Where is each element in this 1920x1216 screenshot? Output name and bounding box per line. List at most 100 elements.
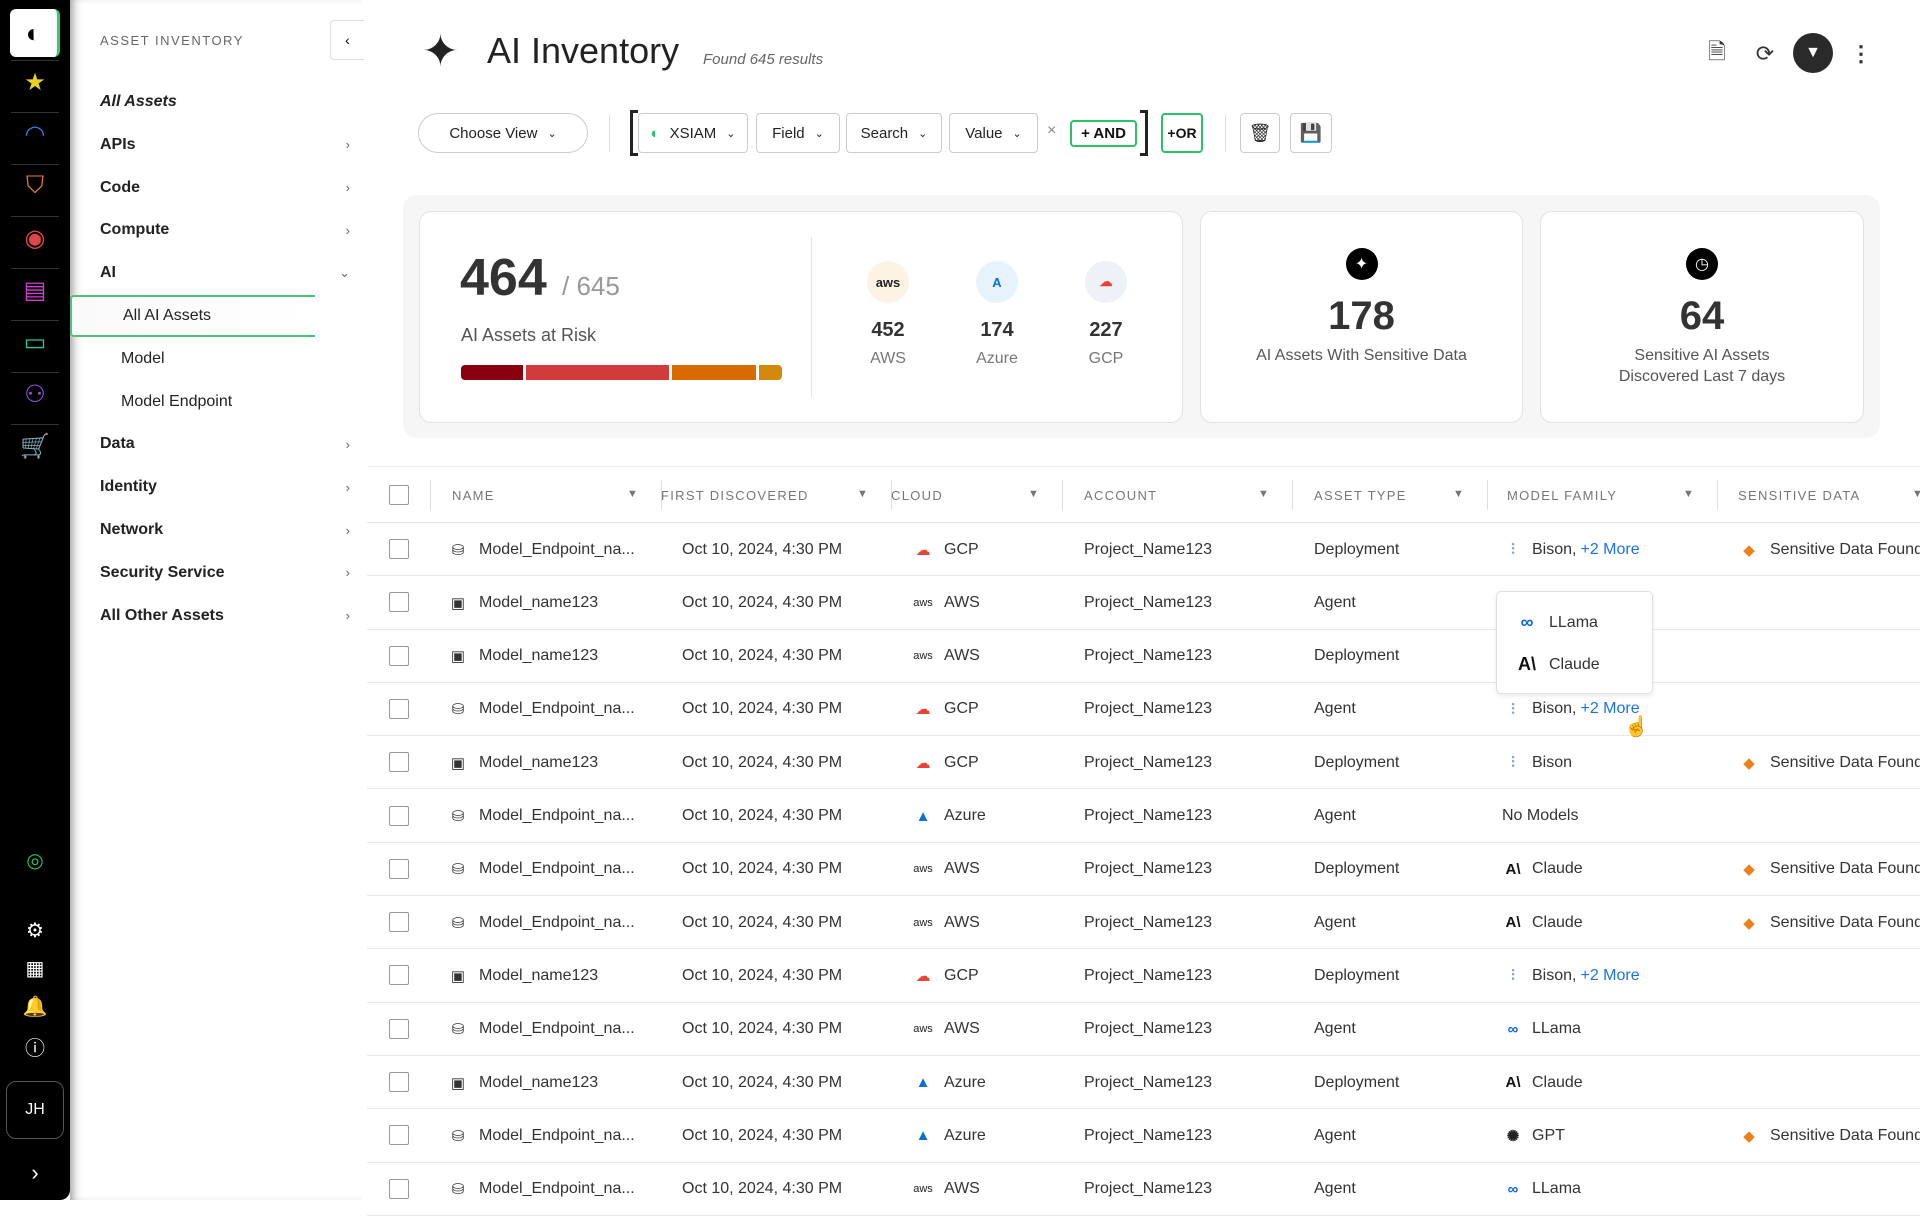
sidebar-item-compute[interactable]: Compute › xyxy=(70,209,362,251)
name-cell[interactable]: ⛁ Model_Endpoint_na... xyxy=(447,523,635,576)
column-filter-icon[interactable]: ▼ xyxy=(1912,488,1920,500)
name-cell[interactable]: ⛁ Model_Endpoint_na... xyxy=(447,896,635,949)
row-checkbox[interactable] xyxy=(389,539,409,559)
more-models-link[interactable]: +2 More xyxy=(1580,700,1640,718)
table-row[interactable]: ▣ Model_name123 Oct 10, 2024, 4:30 PM ☁ GCP P… xyxy=(367,736,1920,790)
column-header-model-family[interactable]: MODEL FAMILY xyxy=(1507,488,1618,503)
row-checkbox[interactable] xyxy=(389,965,409,986)
cart-icon[interactable]: 🛒 xyxy=(20,433,50,460)
choose-view-dropdown[interactable]: Choose View ⌄ xyxy=(418,113,588,153)
row-checkbox[interactable] xyxy=(389,698,409,719)
dashboard-gauge-icon[interactable]: ◠ xyxy=(24,121,46,148)
column-filter-icon[interactable]: ▼ xyxy=(1028,488,1039,500)
row-checkbox[interactable] xyxy=(389,1125,409,1146)
export-report-icon[interactable]: 🗎 xyxy=(1708,39,1726,64)
name-cell[interactable]: ▣ Model_name123 xyxy=(447,736,598,789)
table-row[interactable]: ▣ Model_name123 Oct 10, 2024, 4:30 PM aws AW… xyxy=(367,576,1920,630)
column-filter-icon[interactable]: ▼ xyxy=(1453,488,1464,500)
table-row[interactable]: ⛁ Model_Endpoint_na... Oct 10, 2024, 4:30 … xyxy=(367,1003,1920,1056)
app-logo[interactable]: ◐ xyxy=(10,9,60,57)
recent-card[interactable] xyxy=(1540,211,1864,423)
add-or-button[interactable]: +OR xyxy=(1161,113,1203,153)
sidebar-item-ai[interactable]: AI ⌄ xyxy=(70,252,362,294)
table-row[interactable]: ⛁ Model_Endpoint_na... Oct 10, 2024, 4:30 … xyxy=(367,1109,1920,1163)
user-avatar[interactable]: JH xyxy=(6,1081,64,1139)
table-row[interactable]: ⛁ Model_Endpoint_na... Oct 10, 2024, 4:30 … xyxy=(367,1163,1920,1216)
table-row[interactable]: ⛁ Model_Endpoint_na... Oct 10, 2024, 4:30 … xyxy=(367,683,1920,737)
network-icon[interactable]: ⚇ xyxy=(24,381,46,408)
sidebar-item-model-endpoint[interactable]: Model Endpoint xyxy=(70,381,362,423)
add-and-button[interactable]: + AND xyxy=(1070,120,1137,147)
eye-icon[interactable]: ◉ xyxy=(24,225,46,252)
search-operator-dropdown[interactable]: Search ⌄ xyxy=(846,113,942,153)
cloud-stat-aws[interactable]: aws 452 AWS xyxy=(848,261,928,368)
delete-filter-button[interactable]: 🗑 xyxy=(1240,113,1280,153)
table-row[interactable]: ⛁ Model_Endpoint_na... Oct 10, 2024, 4:30 … xyxy=(367,790,1920,843)
row-checkbox[interactable] xyxy=(389,645,409,666)
sidebar-item-network[interactable]: Network › xyxy=(70,509,362,551)
name-cell[interactable]: ⛁ Model_Endpoint_na... xyxy=(447,843,635,896)
column-filter-icon[interactable]: ▼ xyxy=(627,488,638,500)
row-checkbox[interactable] xyxy=(389,858,409,879)
name-cell[interactable]: ⛁ Model_Endpoint_na... xyxy=(447,1003,635,1056)
name-cell[interactable]: ⛁ Model_Endpoint_na... xyxy=(447,790,635,843)
row-checkbox[interactable] xyxy=(389,912,409,933)
name-cell[interactable]: ⛁ Model_Endpoint_na... xyxy=(447,683,635,736)
table-row[interactable]: ⛁ Model_Endpoint_na... Oct 10, 2024, 4:30 … xyxy=(367,523,1920,577)
row-checkbox[interactable] xyxy=(389,1018,409,1039)
column-filter-icon[interactable]: ▼ xyxy=(1683,488,1694,500)
table-row[interactable]: ▣ Model_name123 Oct 10, 2024, 4:30 PM aws AW… xyxy=(367,630,1920,683)
sidebar-item-model[interactable]: Model xyxy=(70,338,362,380)
select-all-checkbox[interactable] xyxy=(389,485,409,505)
name-cell[interactable]: ▣ Model_name123 xyxy=(447,576,598,629)
sidebar-item-all-other-assets[interactable]: All Other Assets › xyxy=(70,595,362,637)
monitor-icon[interactable]: ▭ xyxy=(23,329,47,356)
row-checkbox[interactable] xyxy=(389,1178,409,1199)
table-row[interactable]: ⛁ Model_Endpoint_na... Oct 10, 2024, 4:30 … xyxy=(367,843,1920,897)
column-filter-icon[interactable]: ▼ xyxy=(857,488,868,500)
sidebar-item-security-service[interactable]: Security Service › xyxy=(70,552,362,594)
clear-filter-button[interactable]: × xyxy=(1047,122,1057,139)
field-dropdown[interactable]: Field ⌄ xyxy=(756,113,840,153)
column-header-asset-type[interactable]: ASSET TYPE xyxy=(1314,488,1407,503)
table-row[interactable]: ▣ Model_name123 Oct 10, 2024, 4:30 PM ▲ Azur… xyxy=(367,1056,1920,1110)
name-cell[interactable]: ⛁ Model_Endpoint_na... xyxy=(447,1163,635,1216)
filter-icon[interactable]: ▼ xyxy=(1793,33,1833,73)
row-checkbox[interactable] xyxy=(389,752,409,773)
row-checkbox[interactable] xyxy=(389,805,409,826)
column-header-cloud[interactable]: CLOUD xyxy=(891,488,944,503)
table-row[interactable]: ⛁ Model_Endpoint_na... Oct 10, 2024, 4:30 … xyxy=(367,896,1920,950)
row-checkbox[interactable] xyxy=(389,592,409,613)
favorites-star-icon[interactable]: ★ xyxy=(24,69,46,96)
collapse-sidebar-button[interactable]: ‹ xyxy=(330,20,364,60)
more-models-link[interactable]: +2 More xyxy=(1580,966,1640,984)
more-options-icon[interactable]: ⋮ xyxy=(1850,41,1872,66)
sidebar-item-all-assets[interactable]: All Assets xyxy=(70,81,362,123)
document-icon[interactable]: ▤ xyxy=(23,277,47,304)
sensitive-card[interactable] xyxy=(1200,211,1523,423)
sidebar-item-all-ai-assets[interactable]: All AI Assets xyxy=(70,295,315,337)
gear-icon[interactable]: ⚙ xyxy=(26,920,44,942)
column-header-first-discovered[interactable]: FIRST DISCOVERED xyxy=(661,488,809,503)
sidebar-item-data[interactable]: Data › xyxy=(70,423,362,465)
name-cell[interactable]: ▣ Model_name123 xyxy=(447,1056,598,1109)
column-header-account[interactable]: ACCOUNT xyxy=(1084,488,1158,503)
sidebar-item-identity[interactable]: Identity › xyxy=(70,466,362,508)
sidebar-item-apis[interactable]: APIs › xyxy=(70,124,362,166)
sidebar-item-code[interactable]: Code › xyxy=(70,167,362,209)
cloud-stat-azure[interactable]: A 174 Azure xyxy=(957,261,1037,368)
value-dropdown[interactable]: Value ⌄ xyxy=(949,113,1038,153)
name-cell[interactable]: ▣ Model_name123 xyxy=(447,630,598,683)
help-icon[interactable]: ⓘ xyxy=(25,1038,45,1060)
cloud-stat-gcp[interactable]: ☁ 227 GCP xyxy=(1066,261,1146,368)
more-models-link[interactable]: +2 More xyxy=(1580,540,1640,558)
apps-grid-icon[interactable]: ▦ xyxy=(25,958,45,980)
refresh-icon[interactable]: ⟳ xyxy=(1755,41,1775,66)
row-checkbox[interactable] xyxy=(389,1072,409,1092)
column-filter-icon[interactable]: ▼ xyxy=(1258,488,1269,500)
column-header-name[interactable]: NAME xyxy=(452,488,495,503)
shield-icon[interactable]: ⛉ xyxy=(26,172,44,199)
source-dropdown[interactable]: ◐ XSIAM ⌄ xyxy=(638,113,748,153)
expand-rail-button[interactable]: › xyxy=(31,1160,39,1185)
name-cell[interactable]: ⛁ Model_Endpoint_na... xyxy=(447,1109,635,1162)
